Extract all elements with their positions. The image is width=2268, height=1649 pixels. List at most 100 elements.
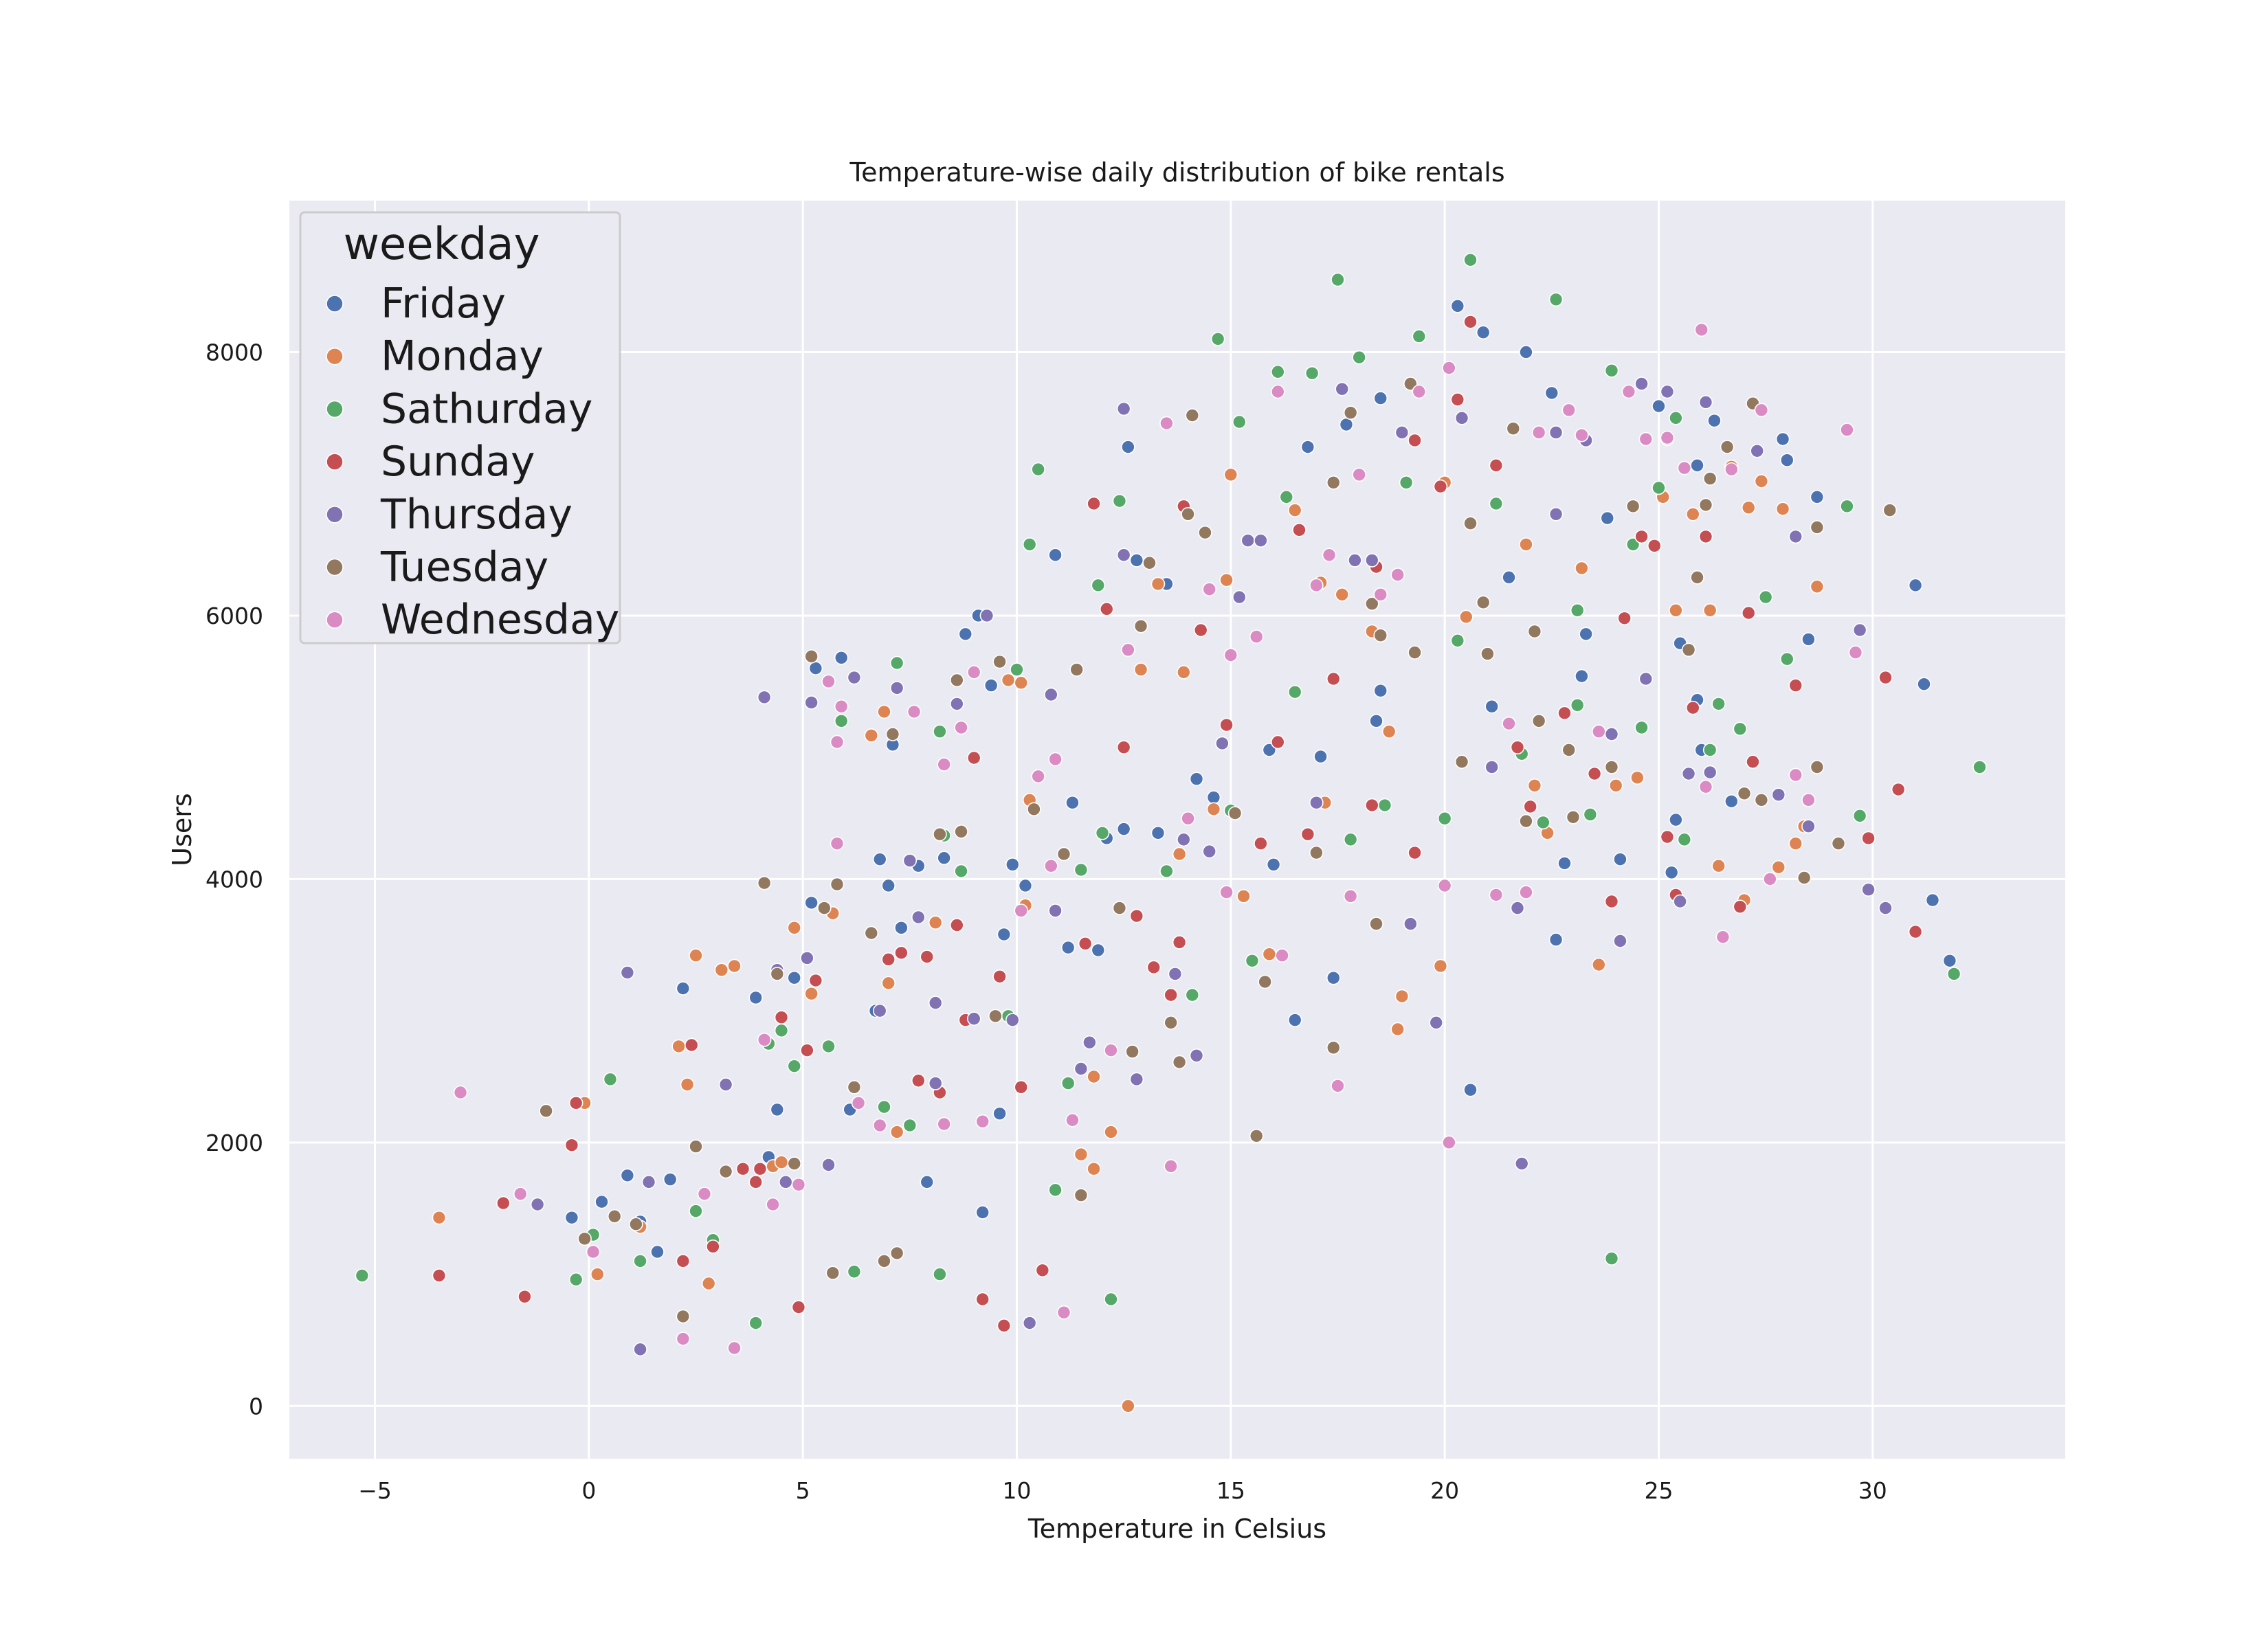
data-point-monday — [1458, 609, 1474, 625]
data-point-thursday — [1698, 395, 1713, 410]
data-point-tuesday — [1797, 871, 1812, 885]
x-tick-labels: −5 0 5 10 15 20 25 30 — [358, 1477, 1887, 1504]
data-point-thursday — [1048, 904, 1063, 918]
data-point-thursday — [1202, 844, 1216, 859]
y-tick-labels: 0 2000 4000 6000 8000 — [205, 339, 263, 1420]
data-point-friday — [894, 921, 909, 935]
data-point-wednesday — [954, 720, 968, 735]
data-point-thursday — [1403, 917, 1418, 931]
data-point-tuesday — [1249, 1128, 1264, 1143]
data-point-sunday — [568, 1096, 583, 1110]
data-point-sathurday — [689, 1204, 703, 1218]
data-point-wednesday — [1840, 423, 1854, 437]
data-point-monday — [1519, 537, 1533, 552]
data-point-tuesday — [1519, 814, 1533, 829]
data-point-sunday — [1741, 605, 1756, 620]
data-point-tuesday — [1164, 1016, 1178, 1030]
data-point-friday — [594, 1194, 609, 1209]
data-point-tuesday — [1373, 628, 1388, 643]
data-point-wednesday — [757, 1033, 772, 1047]
data-point-wednesday — [1724, 462, 1739, 477]
data-point-thursday — [1232, 590, 1247, 605]
data-point-thursday — [530, 1197, 545, 1212]
data-point-tuesday — [825, 1266, 841, 1280]
data-point-thursday — [1044, 687, 1058, 702]
data-point-friday — [1613, 852, 1627, 866]
data-point-wednesday — [1014, 904, 1029, 918]
data-point-thursday — [1241, 533, 1256, 548]
data-point-friday — [1121, 440, 1135, 454]
data-point-sunday — [920, 950, 935, 964]
data-point-thursday — [1673, 894, 1687, 909]
data-point-tuesday — [770, 967, 785, 981]
data-point-thursday — [966, 1011, 981, 1026]
legend-marker — [326, 347, 344, 366]
data-point-tuesday — [1882, 503, 1898, 517]
data-point-sunday — [706, 1239, 720, 1254]
data-point-wednesday — [1638, 431, 1654, 447]
data-point-sunday — [1450, 392, 1465, 407]
data-point-thursday — [1750, 443, 1764, 458]
data-point-sunday — [975, 1292, 990, 1307]
data-point-tuesday — [1454, 754, 1469, 770]
data-point-wednesday — [1202, 582, 1216, 596]
data-point-sunday — [1861, 831, 1876, 846]
data-point-wednesday — [1164, 1159, 1178, 1174]
data-point-thursday — [1116, 401, 1131, 416]
data-point-tuesday — [992, 654, 1007, 669]
data-point-friday — [1129, 553, 1144, 568]
data-point-sathurday — [1271, 364, 1285, 379]
data-point-friday — [1810, 490, 1825, 504]
data-point-wednesday — [1788, 767, 1803, 783]
data-point-tuesday — [877, 1254, 891, 1268]
data-point-friday — [1801, 632, 1816, 647]
data-point-sunday — [1510, 740, 1525, 754]
data-point-sathurday — [1570, 603, 1585, 618]
data-point-sunday — [1099, 602, 1114, 616]
data-point-sathurday — [1463, 252, 1478, 267]
data-point-thursday — [1348, 553, 1362, 568]
data-point-sunday — [1087, 496, 1101, 511]
data-point-tuesday — [676, 1309, 691, 1324]
data-point-friday — [1652, 399, 1666, 414]
data-point-sathurday — [1548, 292, 1564, 307]
data-point-sunday — [496, 1196, 511, 1211]
data-point-thursday — [1878, 901, 1893, 915]
data-point-sunday — [1035, 1263, 1050, 1278]
data-point-friday — [808, 661, 823, 675]
data-point-wednesday — [697, 1187, 712, 1201]
data-point-monday — [1775, 502, 1790, 516]
data-point-tuesday — [950, 673, 964, 688]
data-point-monday — [1219, 572, 1234, 587]
data-point-tuesday — [1133, 618, 1148, 633]
data-point-wednesday — [830, 836, 845, 851]
data-point-thursday — [800, 951, 814, 965]
data-point-sunday — [518, 1289, 532, 1304]
legend-box — [299, 211, 621, 644]
data-point-sathurday — [1583, 807, 1598, 822]
data-point-tuesday — [1698, 497, 1713, 513]
data-point-tuesday — [1125, 1044, 1139, 1059]
data-point-monday — [804, 986, 819, 1001]
data-point-thursday — [1660, 384, 1675, 399]
data-point-sathurday — [1095, 825, 1110, 840]
data-point-wednesday — [1575, 427, 1589, 442]
x-tick-label: 15 — [1216, 1477, 1245, 1504]
data-point-friday — [1189, 772, 1204, 786]
data-point-thursday — [1613, 934, 1627, 948]
data-point-friday — [770, 1102, 785, 1117]
data-point-wednesday — [1343, 889, 1358, 904]
data-point-tuesday — [1831, 836, 1846, 851]
data-points — [355, 252, 1987, 1413]
data-point-thursday — [979, 608, 994, 623]
data-point-friday — [1779, 453, 1794, 468]
data-point-wednesday — [1249, 629, 1264, 644]
data-point-thursday — [847, 670, 862, 685]
data-point-monday — [1433, 958, 1448, 974]
data-point-wednesday — [1621, 384, 1636, 399]
data-point-monday — [881, 976, 896, 991]
data-point-tuesday — [1185, 408, 1200, 423]
legend-label: Tuesday — [380, 543, 548, 592]
data-point-thursday — [804, 695, 819, 710]
